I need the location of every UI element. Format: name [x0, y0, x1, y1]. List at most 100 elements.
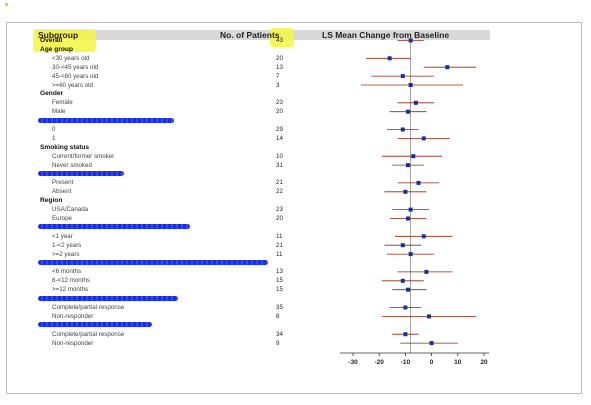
- x-tick-label: -10: [401, 359, 411, 366]
- effect-column-header: LS Mean Change from Baseline: [322, 30, 450, 40]
- redacted-group-label: [38, 322, 152, 328]
- estimate-marker: [424, 269, 429, 274]
- chart-frame: [6, 22, 582, 394]
- x-tick-label: 10: [454, 359, 462, 366]
- estimate-marker: [429, 341, 434, 346]
- estimate-marker: [400, 127, 405, 132]
- estimate-marker: [421, 136, 426, 141]
- patient-count: 9: [276, 339, 280, 347]
- subgroup-label: Current/former smoker: [52, 152, 115, 160]
- subgroup-label: >=12 months: [52, 286, 89, 294]
- patient-count: 20: [276, 108, 283, 116]
- redacted-group-label: [38, 260, 268, 265]
- estimate-marker: [403, 332, 408, 337]
- estimate-marker: [408, 252, 413, 257]
- redacted-group-label: [38, 295, 178, 301]
- subgroup-label: Absent: [52, 188, 72, 196]
- subgroup-label: 45-<60 years old: [52, 72, 99, 80]
- estimate-marker: [406, 109, 411, 114]
- patient-count: 7: [276, 72, 280, 80]
- subgroup-label: 6-<12 months: [52, 277, 91, 285]
- x-tick-label: 0: [430, 359, 434, 366]
- group-label: Age group: [40, 45, 73, 53]
- estimate-marker: [400, 243, 405, 248]
- patient-count: 8: [276, 312, 280, 320]
- estimate-marker: [408, 38, 413, 43]
- patient-count: 34: [276, 330, 283, 338]
- patient-count: 23: [276, 99, 283, 107]
- patient-count: 15: [276, 277, 283, 285]
- estimate-marker: [445, 65, 450, 70]
- subgroup-label: 1: [52, 134, 56, 142]
- subgroup-label: >=60 years old: [52, 81, 93, 89]
- corner-marker: [5, 3, 8, 6]
- group-label: Gender: [40, 90, 64, 98]
- subgroup-column-header: Subgroup: [38, 30, 79, 40]
- subgroup-label: Never smoked: [52, 161, 92, 169]
- estimate-marker: [408, 207, 413, 212]
- x-tick-label: -30: [348, 359, 358, 366]
- patient-count: 23: [276, 206, 283, 214]
- patients-column-header: No. of Patients: [220, 30, 280, 40]
- patient-count: 13: [276, 63, 283, 71]
- subgroup-highlight: [33, 29, 96, 52]
- estimate-marker: [400, 278, 405, 283]
- patient-count: 14: [276, 134, 283, 142]
- subgroup-label: USA/Canada: [52, 206, 89, 214]
- subgroup-label: 1-<2 years: [52, 241, 82, 249]
- subgroup-label: Europe: [52, 215, 72, 222]
- patient-count: 10: [276, 152, 283, 160]
- patient-count: 31: [276, 161, 283, 169]
- x-tick-label: -20: [374, 359, 384, 366]
- subgroup-label: Non-responder: [52, 312, 94, 320]
- patient-count: 3: [276, 81, 280, 89]
- subgroup-label: Complete/partial response: [52, 304, 125, 311]
- overall-label: Overall: [40, 37, 63, 44]
- estimate-marker: [387, 56, 392, 61]
- patient-count: 11: [276, 250, 283, 258]
- estimate-marker: [426, 314, 431, 319]
- redacted-group-label: [38, 224, 190, 230]
- estimate-marker: [406, 287, 411, 292]
- group-label: Region: [40, 197, 63, 205]
- patient-count: 21: [276, 179, 283, 187]
- estimate-marker: [413, 100, 418, 105]
- patient-count: 43: [276, 37, 283, 44]
- subgroup-label: Male: [52, 108, 66, 116]
- estimate-marker: [400, 74, 405, 79]
- redacted-group-label: [38, 171, 124, 176]
- subgroup-label: 30-<45 years old: [52, 63, 99, 71]
- patients-highlight: [270, 28, 294, 47]
- subgroup-label: Complete/partial response: [52, 330, 125, 338]
- estimate-marker: [403, 305, 408, 310]
- group-label: Smoking status: [40, 143, 90, 151]
- patient-count: 29: [276, 126, 283, 133]
- patient-count: 11: [276, 232, 283, 240]
- patient-count: 13: [276, 268, 283, 276]
- x-tick-label: 20: [480, 359, 488, 366]
- patient-count: 35: [276, 304, 283, 311]
- estimate-marker: [416, 180, 421, 185]
- estimate-marker: [408, 83, 413, 87]
- patient-count: 20: [276, 54, 283, 62]
- subgroup-label: <30 years old: [52, 54, 90, 62]
- estimate-marker: [403, 189, 408, 194]
- estimate-marker: [421, 234, 426, 239]
- subgroup-label: <1 year: [52, 232, 73, 240]
- subgroup-label: 0: [52, 126, 56, 133]
- redacted-group-label: [38, 117, 174, 123]
- estimate-marker: [406, 216, 411, 221]
- patient-count: 15: [276, 286, 283, 294]
- estimate-marker: [411, 154, 416, 159]
- estimate-marker: [406, 163, 411, 168]
- subgroup-label: Female: [52, 99, 73, 107]
- subgroup-label: Present: [52, 179, 74, 187]
- patient-count: 21: [276, 241, 283, 249]
- patient-count: 22: [276, 188, 283, 196]
- subgroup-label: >=2 years: [52, 250, 80, 258]
- subgroup-label: <6 months: [52, 268, 82, 276]
- header-band: [36, 30, 490, 40]
- subgroup-label: Non-responder: [52, 339, 94, 347]
- patient-count: 20: [276, 215, 283, 222]
